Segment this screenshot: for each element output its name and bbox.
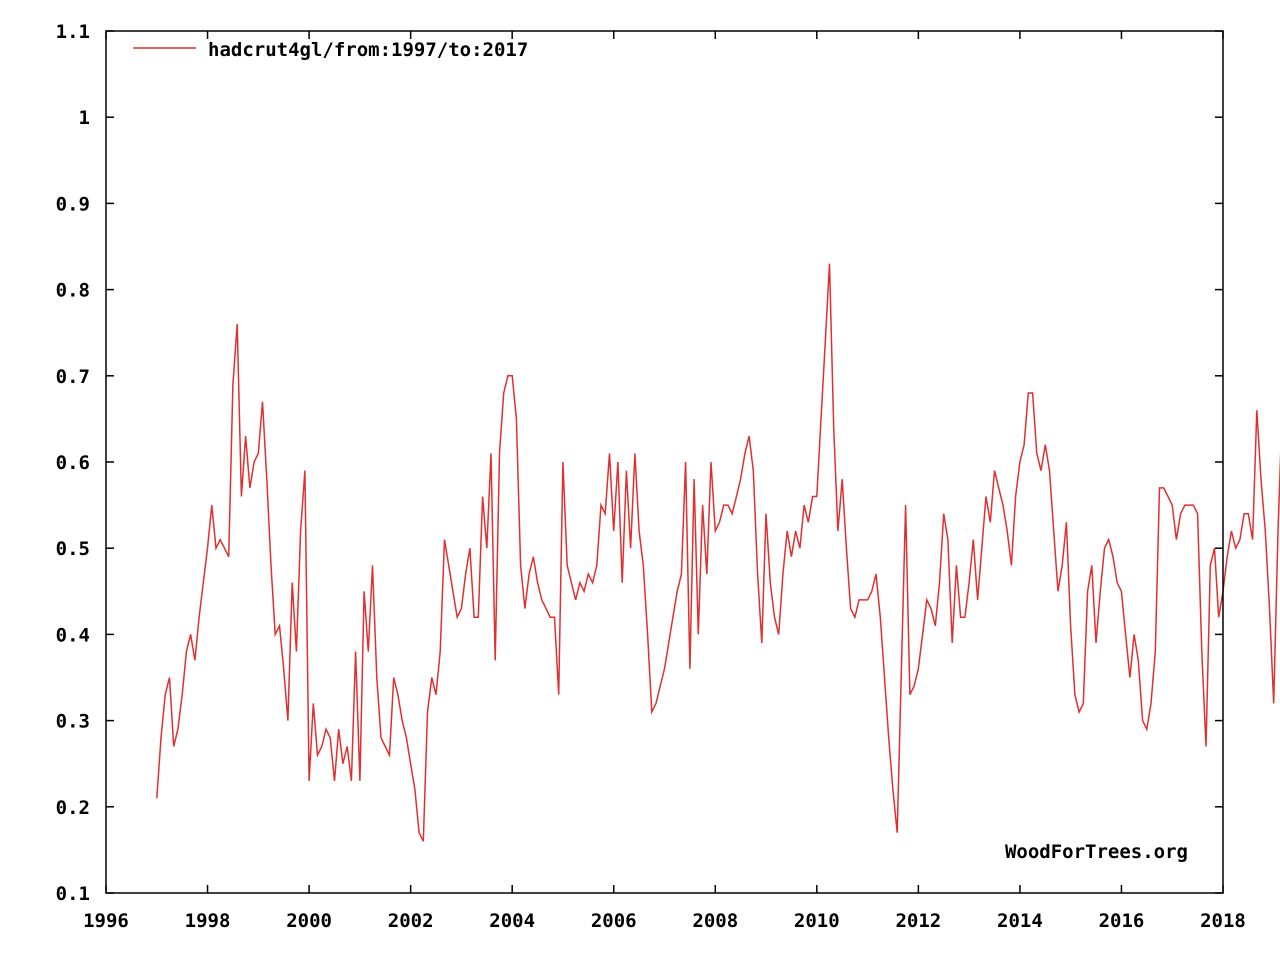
y-tick-label: 0.6: [56, 452, 90, 474]
y-tick-label: 0.5: [56, 538, 90, 560]
x-tick-label: 2014: [997, 910, 1043, 932]
x-tick-label: 2000: [286, 910, 332, 932]
series-layer: [156, 263, 1280, 842]
y-tick-label: 0.2: [56, 797, 90, 819]
y-tick-label: 0.8: [56, 280, 90, 302]
x-tick-label: 2016: [1099, 910, 1145, 932]
x-tick-label: 2008: [692, 910, 738, 932]
x-tick-label: 1998: [185, 910, 231, 932]
credit-label: WoodForTrees.org: [1005, 841, 1188, 863]
x-tick-label: 2010: [794, 910, 840, 932]
x-tick-label: 2002: [388, 910, 434, 932]
plot-frame: [105, 30, 1224, 894]
y-tick-label: 0.4: [56, 624, 90, 646]
y-tick-label: 1: [79, 107, 90, 129]
x-tick-label: 2004: [489, 910, 535, 932]
series-line-0: [156, 263, 1280, 842]
y-tick-label: 1.1: [56, 21, 90, 43]
y-tick-label: 0.9: [56, 193, 90, 215]
x-tick-label: 2006: [591, 910, 637, 932]
legend-label: hadcrut4gl/from:1997/to:2017: [208, 39, 528, 61]
y-tick-label: 0.1: [56, 883, 90, 905]
legend: hadcrut4gl/from:1997/to:2017: [133, 39, 528, 61]
axis-tick-labels: 1996 1998 2000 2002 2004 2006 2008 2010 2012 2014…: [56, 21, 1246, 932]
y-tick-label: 0.7: [56, 366, 90, 388]
x-tick-label: 2012: [895, 910, 941, 932]
x-tick-label: 2018: [1200, 910, 1246, 932]
x-tick-label: 1996: [83, 910, 129, 932]
y-tick-label: 0.3: [56, 711, 90, 733]
